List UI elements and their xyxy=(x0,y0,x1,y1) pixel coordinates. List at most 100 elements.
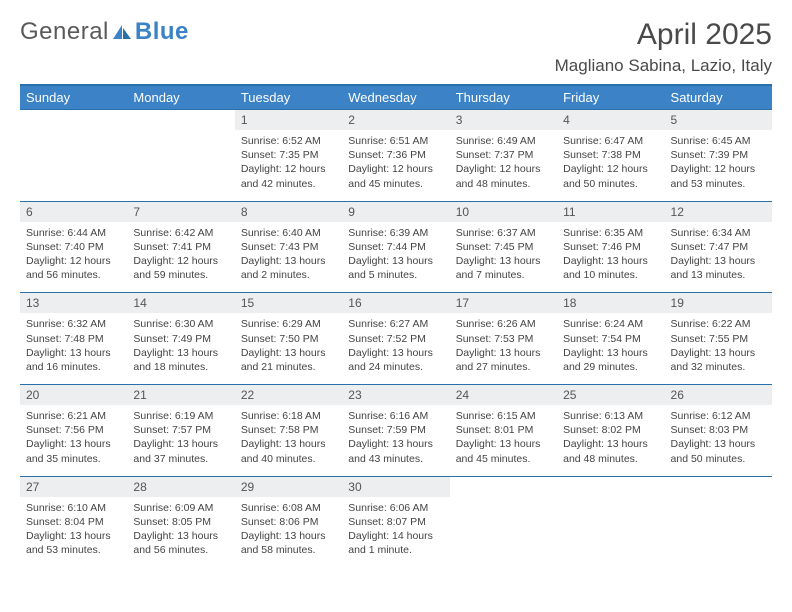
page-title: April 2025 xyxy=(555,18,772,52)
day-cell: Sunrise: 6:40 AMSunset: 7:43 PMDaylight:… xyxy=(235,222,342,293)
daylight-text: Daylight: 13 hours and 48 minutes. xyxy=(563,437,658,465)
day-cell: Sunrise: 6:16 AMSunset: 7:59 PMDaylight:… xyxy=(342,405,449,476)
day-number: 16 xyxy=(342,293,449,314)
day-header: Monday xyxy=(127,85,234,110)
sunset-text: Sunset: 7:37 PM xyxy=(456,148,551,162)
day-cell: Sunrise: 6:30 AMSunset: 7:49 PMDaylight:… xyxy=(127,313,234,384)
day-number: 2 xyxy=(342,110,449,131)
day-header: Friday xyxy=(557,85,664,110)
daynum-row: 20212223242526 xyxy=(20,385,772,406)
sunset-text: Sunset: 7:59 PM xyxy=(348,423,443,437)
day-number: 6 xyxy=(20,201,127,222)
sunset-text: Sunset: 8:03 PM xyxy=(671,423,766,437)
daylight-text: Daylight: 12 hours and 42 minutes. xyxy=(241,162,336,190)
day-number: 22 xyxy=(235,385,342,406)
sunrise-text: Sunrise: 6:10 AM xyxy=(26,501,121,515)
daylight-text: Daylight: 13 hours and 58 minutes. xyxy=(241,529,336,557)
daylight-text: Daylight: 13 hours and 13 minutes. xyxy=(671,254,766,282)
daylight-text: Daylight: 13 hours and 2 minutes. xyxy=(241,254,336,282)
day-number: 12 xyxy=(665,201,772,222)
day-cell: Sunrise: 6:08 AMSunset: 8:06 PMDaylight:… xyxy=(235,497,342,568)
calendar-body: 12345Sunrise: 6:52 AMSunset: 7:35 PMDayl… xyxy=(20,110,772,568)
sunrise-text: Sunrise: 6:32 AM xyxy=(26,317,121,331)
day-number: 11 xyxy=(557,201,664,222)
daylight-text: Daylight: 13 hours and 45 minutes. xyxy=(456,437,551,465)
day-number: 3 xyxy=(450,110,557,131)
sunrise-text: Sunrise: 6:27 AM xyxy=(348,317,443,331)
day-number: 1 xyxy=(235,110,342,131)
daynum-row: 12345 xyxy=(20,110,772,131)
sunset-text: Sunset: 7:50 PM xyxy=(241,332,336,346)
sunset-text: Sunset: 7:41 PM xyxy=(133,240,228,254)
sunset-text: Sunset: 7:35 PM xyxy=(241,148,336,162)
sunrise-text: Sunrise: 6:44 AM xyxy=(26,226,121,240)
sunrise-text: Sunrise: 6:29 AM xyxy=(241,317,336,331)
sunset-text: Sunset: 8:06 PM xyxy=(241,515,336,529)
day-number xyxy=(665,476,772,497)
sunrise-text: Sunrise: 6:34 AM xyxy=(671,226,766,240)
day-number: 18 xyxy=(557,293,664,314)
sunset-text: Sunset: 7:40 PM xyxy=(26,240,121,254)
day-cell: Sunrise: 6:34 AMSunset: 7:47 PMDaylight:… xyxy=(665,222,772,293)
sunset-text: Sunset: 7:56 PM xyxy=(26,423,121,437)
sunrise-text: Sunrise: 6:19 AM xyxy=(133,409,228,423)
daylight-text: Daylight: 13 hours and 21 minutes. xyxy=(241,346,336,374)
day-cell: Sunrise: 6:45 AMSunset: 7:39 PMDaylight:… xyxy=(665,130,772,201)
sunrise-text: Sunrise: 6:40 AM xyxy=(241,226,336,240)
day-cell: Sunrise: 6:21 AMSunset: 7:56 PMDaylight:… xyxy=(20,405,127,476)
day-number: 15 xyxy=(235,293,342,314)
sunset-text: Sunset: 7:45 PM xyxy=(456,240,551,254)
sunset-text: Sunset: 7:44 PM xyxy=(348,240,443,254)
calendar-table: SundayMondayTuesdayWednesdayThursdayFrid… xyxy=(20,84,772,567)
day-cell: Sunrise: 6:39 AMSunset: 7:44 PMDaylight:… xyxy=(342,222,449,293)
sunrise-text: Sunrise: 6:18 AM xyxy=(241,409,336,423)
daylight-text: Daylight: 13 hours and 29 minutes. xyxy=(563,346,658,374)
sunrise-text: Sunrise: 6:45 AM xyxy=(671,134,766,148)
day-number: 23 xyxy=(342,385,449,406)
day-number: 30 xyxy=(342,476,449,497)
daynum-row: 27282930 xyxy=(20,476,772,497)
sunrise-text: Sunrise: 6:21 AM xyxy=(26,409,121,423)
day-header: Sunday xyxy=(20,85,127,110)
sunset-text: Sunset: 7:53 PM xyxy=(456,332,551,346)
sunset-text: Sunset: 7:52 PM xyxy=(348,332,443,346)
day-cell: Sunrise: 6:12 AMSunset: 8:03 PMDaylight:… xyxy=(665,405,772,476)
day-header: Wednesday xyxy=(342,85,449,110)
day-number: 17 xyxy=(450,293,557,314)
week-row: Sunrise: 6:21 AMSunset: 7:56 PMDaylight:… xyxy=(20,405,772,476)
sunset-text: Sunset: 8:04 PM xyxy=(26,515,121,529)
daylight-text: Daylight: 13 hours and 40 minutes. xyxy=(241,437,336,465)
sunrise-text: Sunrise: 6:24 AM xyxy=(563,317,658,331)
day-cell: Sunrise: 6:42 AMSunset: 7:41 PMDaylight:… xyxy=(127,222,234,293)
day-number xyxy=(450,476,557,497)
daylight-text: Daylight: 12 hours and 56 minutes. xyxy=(26,254,121,282)
day-number: 28 xyxy=(127,476,234,497)
sunset-text: Sunset: 8:07 PM xyxy=(348,515,443,529)
day-number: 14 xyxy=(127,293,234,314)
sunset-text: Sunset: 7:54 PM xyxy=(563,332,658,346)
daylight-text: Daylight: 13 hours and 16 minutes. xyxy=(26,346,121,374)
week-row: Sunrise: 6:52 AMSunset: 7:35 PMDaylight:… xyxy=(20,130,772,201)
day-number: 19 xyxy=(665,293,772,314)
sunrise-text: Sunrise: 6:22 AM xyxy=(671,317,766,331)
daylight-text: Daylight: 13 hours and 10 minutes. xyxy=(563,254,658,282)
day-cell: Sunrise: 6:35 AMSunset: 7:46 PMDaylight:… xyxy=(557,222,664,293)
daylight-text: Daylight: 13 hours and 35 minutes. xyxy=(26,437,121,465)
sunset-text: Sunset: 7:36 PM xyxy=(348,148,443,162)
day-number: 25 xyxy=(557,385,664,406)
sunrise-text: Sunrise: 6:13 AM xyxy=(563,409,658,423)
sunrise-text: Sunrise: 6:08 AM xyxy=(241,501,336,515)
day-number: 10 xyxy=(450,201,557,222)
day-cell: Sunrise: 6:19 AMSunset: 7:57 PMDaylight:… xyxy=(127,405,234,476)
sunset-text: Sunset: 8:02 PM xyxy=(563,423,658,437)
day-headers-row: SundayMondayTuesdayWednesdayThursdayFrid… xyxy=(20,85,772,110)
day-cell: Sunrise: 6:52 AMSunset: 7:35 PMDaylight:… xyxy=(235,130,342,201)
day-number: 27 xyxy=(20,476,127,497)
daylight-text: Daylight: 12 hours and 59 minutes. xyxy=(133,254,228,282)
day-header: Thursday xyxy=(450,85,557,110)
sunrise-text: Sunrise: 6:06 AM xyxy=(348,501,443,515)
sunrise-text: Sunrise: 6:42 AM xyxy=(133,226,228,240)
daylight-text: Daylight: 13 hours and 5 minutes. xyxy=(348,254,443,282)
daylight-text: Daylight: 13 hours and 27 minutes. xyxy=(456,346,551,374)
day-header: Tuesday xyxy=(235,85,342,110)
